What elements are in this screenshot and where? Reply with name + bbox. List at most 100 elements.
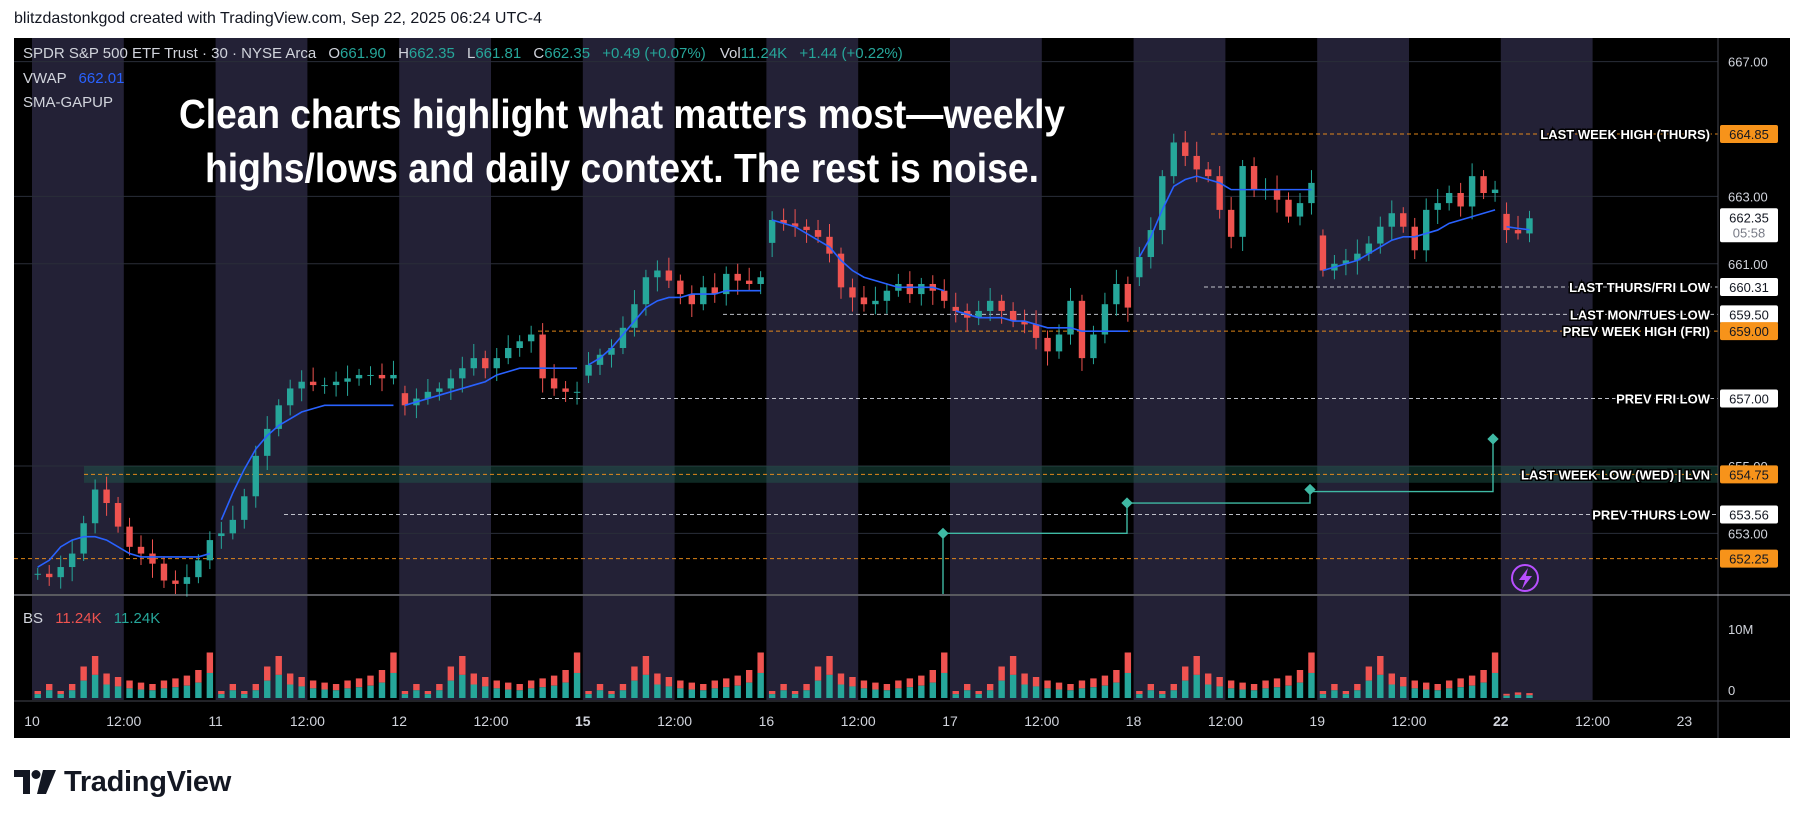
volume-tick-label: 10M (1728, 622, 1753, 637)
volume-bar-sell (321, 682, 328, 690)
candle-body (482, 358, 489, 369)
volume-bar-sell (723, 678, 730, 688)
volume-bar-buy (1491, 672, 1499, 698)
volume-bar-buy (1239, 689, 1246, 698)
volume-bar-buy (34, 694, 41, 698)
volume-bar-sell (1078, 680, 1086, 689)
vwap-line-segment (37, 535, 211, 568)
volume-bar-buy (172, 687, 179, 698)
volume-bar-buy (550, 685, 558, 698)
volume-legend-label: BS (23, 610, 43, 627)
candle-body (1480, 176, 1487, 194)
level-price-tag[interactable] (1720, 305, 1778, 324)
flash-icon[interactable] (1511, 564, 1539, 592)
volume-bar-buy (562, 682, 569, 698)
price-tick-label: 667.00 (1728, 55, 1768, 70)
candle-body (1285, 199, 1292, 217)
legend-row-main[interactable]: SPDR S&P 500 ETF Trust · 30 · NYSE Arca … (23, 45, 903, 62)
level-price-tag[interactable] (1720, 278, 1778, 297)
vwap-line-segment (771, 219, 945, 292)
level-price-tag[interactable] (1720, 322, 1778, 341)
volume-bar-sell (895, 680, 902, 689)
level-price-tag[interactable] (1720, 465, 1778, 484)
level-price-tag-text: 664.85 (1729, 127, 1769, 142)
volume-bar-buy (745, 682, 753, 698)
volume-bar-buy (1136, 694, 1143, 698)
tradingview-chart[interactable]: 667.00663.00661.00655.00653.0010M01012:0… (14, 38, 1790, 738)
brand-name: TradingView (64, 765, 231, 798)
candle-body (1239, 166, 1246, 237)
volume-bar-buy (516, 690, 523, 698)
volume-bar-buy (493, 688, 500, 698)
session-band (1133, 38, 1226, 594)
legend-high-value: 662.35 (409, 45, 455, 62)
candle-body (1526, 218, 1533, 234)
last-price-tag[interactable] (1720, 208, 1778, 243)
candle-body (229, 519, 237, 534)
volume-bar-buy (160, 688, 168, 698)
candle-body (46, 573, 53, 578)
volume-legend[interactable]: BS 11.24K 11.24K (23, 610, 160, 627)
volume-bar-sell (814, 666, 822, 681)
time-tick-label: 23 (1677, 713, 1693, 729)
last-price-text: 662.35 (1729, 210, 1769, 225)
candle-body (745, 280, 753, 284)
volume-bar-buy (183, 685, 191, 698)
volume-bar-buy (459, 674, 466, 698)
volume-bar-sell (1365, 666, 1373, 681)
volume-bar-sell (390, 652, 397, 673)
level-price-tag[interactable] (1720, 389, 1778, 408)
candle-body (459, 368, 466, 379)
candle-body (91, 489, 99, 524)
volume-bar-buy (1354, 690, 1361, 698)
level-price-tag[interactable] (1720, 549, 1778, 568)
time-tick-label: 12:00 (106, 713, 141, 729)
volume-bar-buy (1468, 685, 1476, 698)
volume-bar-buy (1250, 690, 1258, 698)
volume-bar-sell (986, 684, 994, 691)
candle-body (137, 546, 145, 554)
volume-bar-buy (998, 680, 1005, 698)
volume-bar-sell (1101, 675, 1109, 686)
volume-bar-sell (80, 666, 87, 681)
session-band (766, 38, 859, 594)
legend-vol-change: +1.44 (+0.22%) (799, 45, 902, 62)
vwap-line-segment (1322, 209, 1496, 272)
volume-bar-buy (1159, 694, 1166, 698)
time-tick-label: 16 (759, 713, 775, 729)
tradingview-brand[interactable]: TradingView (14, 764, 231, 800)
volume-bar-sell (57, 691, 64, 695)
level-price-tag[interactable] (1720, 505, 1778, 524)
level-price-tag-text: 652.25 (1729, 552, 1769, 567)
level-price-tag[interactable] (1720, 125, 1778, 144)
candle-body (1170, 142, 1177, 177)
legend-vwap-value: 662.01 (79, 70, 125, 87)
candle-body (768, 219, 776, 243)
volume-bar-sell (355, 678, 363, 688)
session-band (950, 596, 1042, 700)
volume-bar-sell (482, 677, 489, 687)
candle-body (493, 358, 500, 369)
volume-bar-sell (1227, 680, 1235, 689)
volume-bar-buy (229, 690, 237, 698)
legend-row-vwap[interactable]: VWAP 662.01 (23, 70, 124, 87)
volume-bar-sell (1170, 684, 1177, 691)
volume-bar-buy (1113, 682, 1120, 698)
chart-frame: 667.00663.00661.00655.00653.0010M01012:0… (14, 38, 1790, 738)
volume-bar-buy (436, 690, 443, 698)
candle-body (1445, 193, 1453, 204)
legend-indicator[interactable]: SMA-GAPUP (23, 94, 113, 111)
volume-bar-buy (860, 688, 868, 698)
volume-bar-buy (986, 690, 994, 698)
candle-body (355, 374, 363, 379)
candle-body (596, 354, 604, 365)
volume-bar-sell (1273, 678, 1281, 688)
volume-bar-buy (1365, 680, 1373, 698)
price-tick-label: 661.00 (1728, 257, 1768, 272)
candle-body (436, 388, 443, 392)
volume-bar-sell (608, 691, 615, 695)
candle-body (1032, 324, 1040, 338)
volume-bar-sell (344, 680, 351, 689)
volume-bar-buy (1055, 689, 1063, 698)
candle-body (114, 503, 122, 527)
